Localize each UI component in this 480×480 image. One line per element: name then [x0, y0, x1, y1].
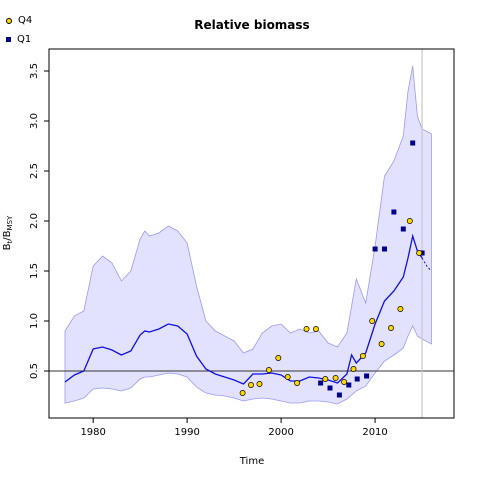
q1-point [364, 373, 370, 379]
confidence-band [64, 65, 432, 405]
y-tick-label: 2.5 [29, 163, 40, 179]
plot-layer [49, 49, 454, 418]
q4-point [341, 379, 348, 385]
q4-point [350, 366, 357, 372]
q1-point [382, 246, 387, 252]
y-tick-label: 3.0 [29, 113, 40, 129]
q1-point [346, 382, 352, 388]
x-axis-label: Time [239, 456, 264, 467]
q4-point [239, 390, 246, 396]
y-axis-label-sub-msy: MSY [6, 215, 14, 230]
x-tick-label: 2000 [268, 427, 293, 438]
q1-point [372, 246, 378, 252]
y-axis-label-sub-t: t [6, 240, 14, 243]
q1-point [354, 376, 360, 382]
q4-point [256, 381, 263, 387]
q1-point [318, 380, 324, 386]
q1-square-icon [6, 37, 11, 42]
q4-point [303, 326, 310, 332]
q4-point [248, 382, 254, 388]
plot-frame [48, 48, 455, 419]
x-tick-label: 2010 [362, 427, 387, 438]
q1-point [327, 385, 333, 391]
q4-point [406, 218, 413, 224]
legend: Q4 Q1 [6, 11, 32, 49]
q4-point [265, 367, 272, 373]
legend-label-q4: Q4 [18, 15, 33, 26]
median-line [64, 233, 423, 385]
q4-point [416, 250, 423, 256]
q4-point [378, 341, 385, 347]
y-tick-label: 3.5 [29, 63, 40, 79]
q1-point [410, 140, 416, 146]
q4-point [369, 318, 376, 324]
q1-point [400, 226, 406, 232]
q4-point [359, 353, 366, 359]
q4-point [275, 355, 282, 361]
y-tick-label: 0.5 [29, 363, 40, 379]
axis-layer: 1980 1990 2000 2010 0.5 1.0 1.5 2.0 2.5 3.0 3.5 [29, 63, 388, 438]
x-tick-label: 1980 [80, 427, 105, 438]
legend-item-q4: Q4 [6, 11, 32, 30]
x-tick-label: 1990 [174, 427, 199, 438]
q4-point [284, 374, 291, 380]
y-tick-label: 1.5 [29, 263, 40, 279]
y-tick-label: 2.0 [29, 213, 40, 229]
q4-point [322, 376, 329, 382]
q4-circle-icon [6, 17, 12, 24]
y-axis-label-slash: /B [2, 230, 13, 240]
legend-item-q1: Q1 [6, 30, 32, 49]
q4-point [388, 325, 394, 331]
y-axis-label: Bt/BMSY [2, 215, 14, 250]
y-tick-label: 1.0 [29, 313, 40, 329]
q1-point [336, 392, 342, 398]
chart-title: Relative biomass [194, 18, 309, 32]
q4-point [332, 375, 339, 381]
y-axis-label-b: B [2, 243, 13, 250]
q1-point [391, 209, 397, 215]
median-projection-line [421, 257, 432, 272]
legend-label-q1: Q1 [17, 34, 32, 45]
q4-point [397, 306, 404, 312]
q4-point [294, 380, 301, 386]
q4-point [312, 326, 319, 332]
